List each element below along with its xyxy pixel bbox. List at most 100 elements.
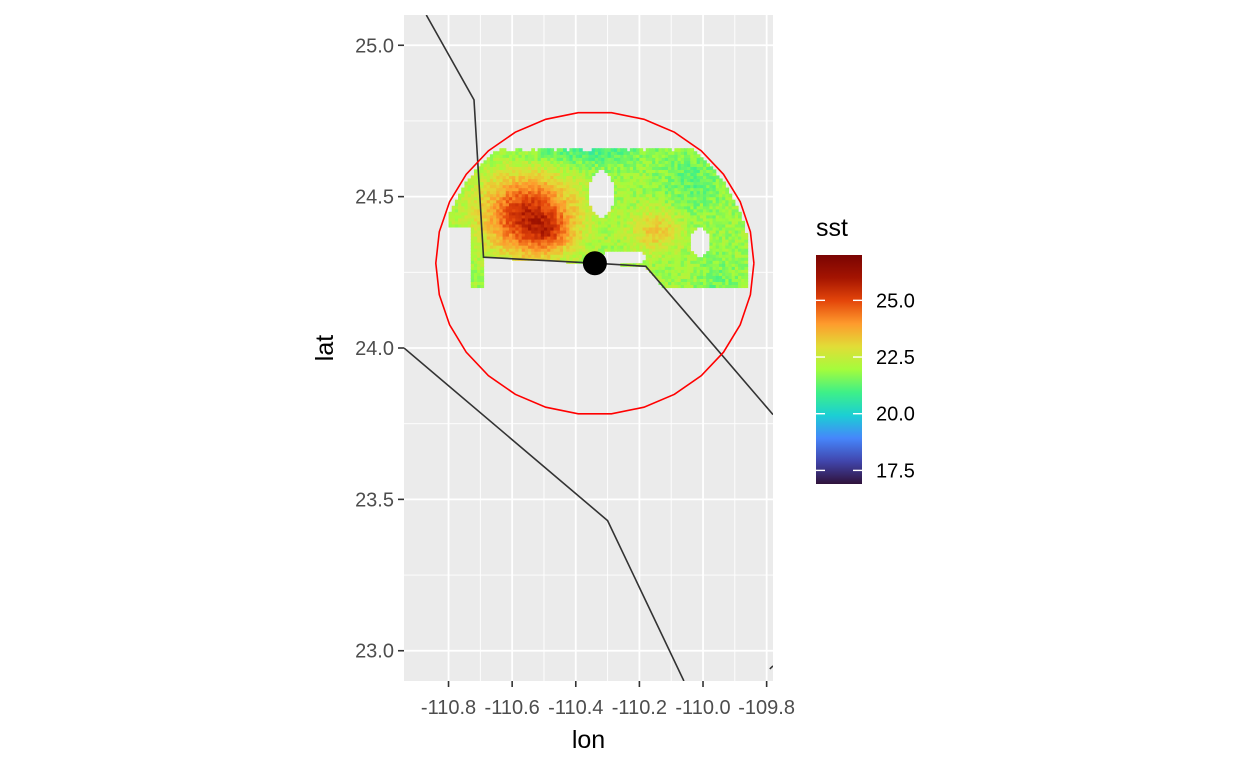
sst-cell bbox=[473, 242, 478, 246]
sst-cell bbox=[626, 242, 631, 246]
sst-cell bbox=[585, 242, 590, 246]
sst-cell bbox=[655, 232, 660, 237]
sst-cell bbox=[613, 229, 618, 234]
sst-cell bbox=[620, 226, 625, 231]
sst-cell bbox=[677, 199, 682, 204]
sst-cell bbox=[617, 242, 621, 246]
sst-cell bbox=[588, 235, 593, 240]
sst-cell bbox=[537, 214, 542, 219]
sst-cell bbox=[502, 151, 507, 155]
sst-cell bbox=[470, 229, 475, 234]
sst-cell bbox=[559, 245, 564, 249]
sst-cell bbox=[629, 220, 634, 225]
sst-cell bbox=[677, 181, 682, 186]
sst-cell bbox=[578, 208, 583, 213]
sst-cell bbox=[575, 232, 580, 237]
sst-cell bbox=[556, 181, 561, 186]
sst-cell bbox=[518, 190, 523, 195]
sst-cell bbox=[566, 208, 571, 213]
sst-cell bbox=[629, 160, 634, 164]
sst-cell bbox=[718, 232, 723, 237]
sst-cell bbox=[502, 229, 507, 234]
sst-cell bbox=[696, 166, 701, 170]
sst-cell bbox=[575, 169, 580, 174]
sst-cell bbox=[572, 226, 577, 231]
sst-cell bbox=[566, 223, 571, 228]
sst-cell bbox=[572, 208, 577, 213]
sst-cell bbox=[687, 181, 691, 186]
sst-cell bbox=[553, 172, 558, 177]
sst-cell bbox=[629, 157, 634, 161]
sst-cell bbox=[480, 269, 485, 273]
sst-cell bbox=[652, 235, 656, 240]
sst-cell bbox=[715, 269, 720, 273]
sst-cell bbox=[664, 163, 669, 167]
sst-cell bbox=[703, 175, 707, 180]
sst-cell bbox=[633, 242, 637, 246]
sst-cell bbox=[645, 148, 650, 152]
sst-cell bbox=[508, 163, 513, 167]
sst-cell bbox=[664, 266, 669, 270]
sst-cell bbox=[728, 223, 733, 228]
sst-cell bbox=[696, 205, 701, 210]
sst-cell bbox=[696, 154, 701, 158]
sst-cell bbox=[486, 226, 491, 231]
sst-cell bbox=[578, 166, 583, 170]
sst-cell bbox=[550, 148, 555, 152]
sst-cell bbox=[563, 248, 567, 252]
sst-cell bbox=[648, 151, 653, 155]
sst-cell bbox=[706, 254, 710, 258]
sst-cell bbox=[652, 211, 656, 216]
sst-cell bbox=[563, 184, 567, 189]
sst-cell bbox=[598, 232, 602, 237]
sst-cell bbox=[629, 202, 634, 207]
sst-cell bbox=[575, 163, 580, 167]
sst-cell bbox=[578, 163, 583, 167]
y-tick-label: 23.5 bbox=[355, 489, 394, 511]
sst-cell bbox=[712, 214, 717, 219]
sst-cell bbox=[531, 163, 536, 167]
sst-cell bbox=[683, 281, 688, 286]
sst-cell bbox=[528, 226, 532, 231]
sst-cell bbox=[617, 199, 621, 204]
sst-cell bbox=[547, 232, 551, 237]
sst-cell bbox=[613, 208, 618, 213]
sst-cell bbox=[575, 208, 580, 213]
sst-cell bbox=[661, 263, 666, 267]
sst-cell bbox=[610, 205, 615, 210]
sst-cell bbox=[722, 281, 726, 286]
sst-cell bbox=[728, 199, 733, 204]
sst-cell bbox=[699, 281, 704, 286]
sst-cell bbox=[563, 166, 567, 170]
sst-cell bbox=[499, 175, 504, 180]
sst-cell bbox=[489, 157, 494, 161]
sst-cell bbox=[467, 190, 472, 195]
sst-cell bbox=[575, 220, 580, 225]
sst-cell bbox=[699, 166, 704, 170]
sst-cell bbox=[556, 148, 561, 152]
sst-cell bbox=[572, 242, 577, 246]
legend-break-label: 20.0 bbox=[876, 404, 915, 426]
sst-cell bbox=[477, 278, 481, 282]
sst-cell bbox=[645, 217, 650, 222]
sst-cell bbox=[473, 275, 478, 279]
sst-cell bbox=[550, 184, 555, 189]
sst-cell bbox=[699, 214, 704, 219]
sst-cell bbox=[470, 257, 475, 261]
sst-cell bbox=[734, 251, 739, 255]
sst-cell bbox=[582, 163, 586, 167]
sst-cell bbox=[493, 208, 497, 213]
sst-cell bbox=[473, 205, 478, 210]
sst-cell bbox=[483, 220, 488, 225]
sst-cell bbox=[540, 232, 545, 237]
sst-cell bbox=[683, 226, 688, 231]
sst-cell bbox=[480, 278, 485, 282]
sst-cell bbox=[537, 166, 542, 170]
sst-cell bbox=[728, 232, 733, 237]
sst-cell bbox=[534, 235, 539, 240]
sst-cell bbox=[703, 269, 707, 273]
sst-cell bbox=[604, 242, 609, 246]
sst-cell bbox=[524, 190, 529, 195]
sst-cell bbox=[712, 229, 717, 234]
sst-cell bbox=[722, 211, 726, 216]
